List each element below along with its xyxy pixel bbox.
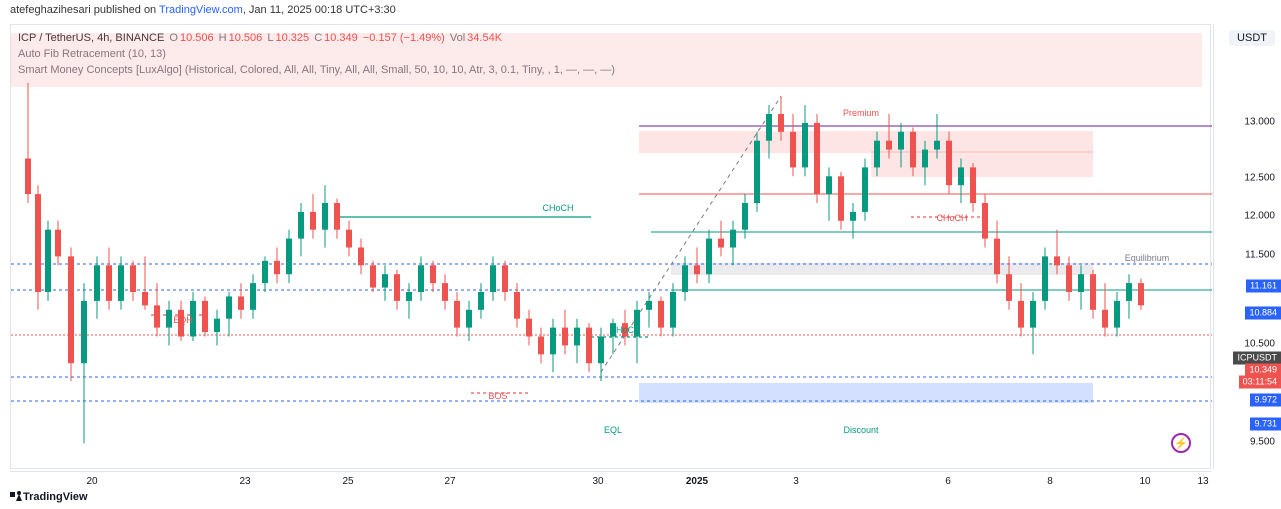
y-tick: 9.500 — [1250, 437, 1275, 448]
tv-icon — [10, 490, 20, 500]
x-tick: 8 — [1047, 476, 1053, 487]
publisher: atefeghazihesari — [10, 4, 91, 16]
x-tick: 3 — [793, 476, 799, 487]
x-tick: 27 — [444, 476, 455, 487]
price-tag: 9.731 — [1250, 418, 1281, 431]
x-tick: 30 — [592, 476, 603, 487]
svg-text:EQL: EQL — [604, 425, 622, 435]
y-tick: 13.000 — [1244, 117, 1275, 128]
publish-info: atefeghazihesari published on TradingVie… — [10, 4, 396, 16]
svg-text:Premium: Premium — [843, 108, 879, 118]
price-tag: 9.972 — [1250, 394, 1281, 407]
svg-text:CHoCH: CHoCH — [609, 325, 640, 335]
svg-text:CHoCH: CHoCH — [936, 213, 967, 223]
site-link[interactable]: TradingView.com — [159, 4, 243, 16]
svg-text:EQH: EQH — [173, 315, 193, 325]
x-tick: 20 — [86, 476, 97, 487]
time-axis[interactable]: 20 23 25 27 30 2025 3 6 8 10 13 — [10, 471, 1211, 509]
x-tick: 10 — [1139, 476, 1150, 487]
y-tick: 12.500 — [1244, 173, 1275, 184]
x-tick: 13 — [1197, 476, 1208, 487]
y-tick: 11.500 — [1245, 250, 1275, 261]
price-tag: 11.161 — [1246, 280, 1281, 293]
tradingview-logo: TradingView — [10, 490, 88, 503]
x-tick: 6 — [945, 476, 951, 487]
x-tick: 2025 — [686, 476, 708, 487]
y-tick: 12.000 — [1244, 211, 1275, 222]
currency-badge: USDT — [1229, 30, 1275, 46]
svg-text:BOS: BOS — [488, 391, 507, 401]
svg-text:Equilibrium: Equilibrium — [1125, 253, 1170, 263]
price-tag: 10.884 — [1245, 307, 1281, 320]
x-tick: 25 — [342, 476, 353, 487]
chart-canvas[interactable]: Premium Discount Equilibrium CHoCH CHoCH CHoC… — [10, 24, 1211, 469]
bolt-icon[interactable]: ⚡ — [1171, 433, 1191, 453]
svg-text:CHoCH: CHoCH — [542, 203, 573, 213]
y-tick: 10.500 — [1244, 339, 1275, 350]
x-tick: 23 — [239, 476, 250, 487]
price-tag: 03:11:54 — [1239, 376, 1281, 389]
svg-text:Discount: Discount — [843, 425, 879, 435]
price-axis[interactable]: USDT 13.000 12.500 12.000 11.500 10.500 9.500… — [1213, 24, 1281, 469]
